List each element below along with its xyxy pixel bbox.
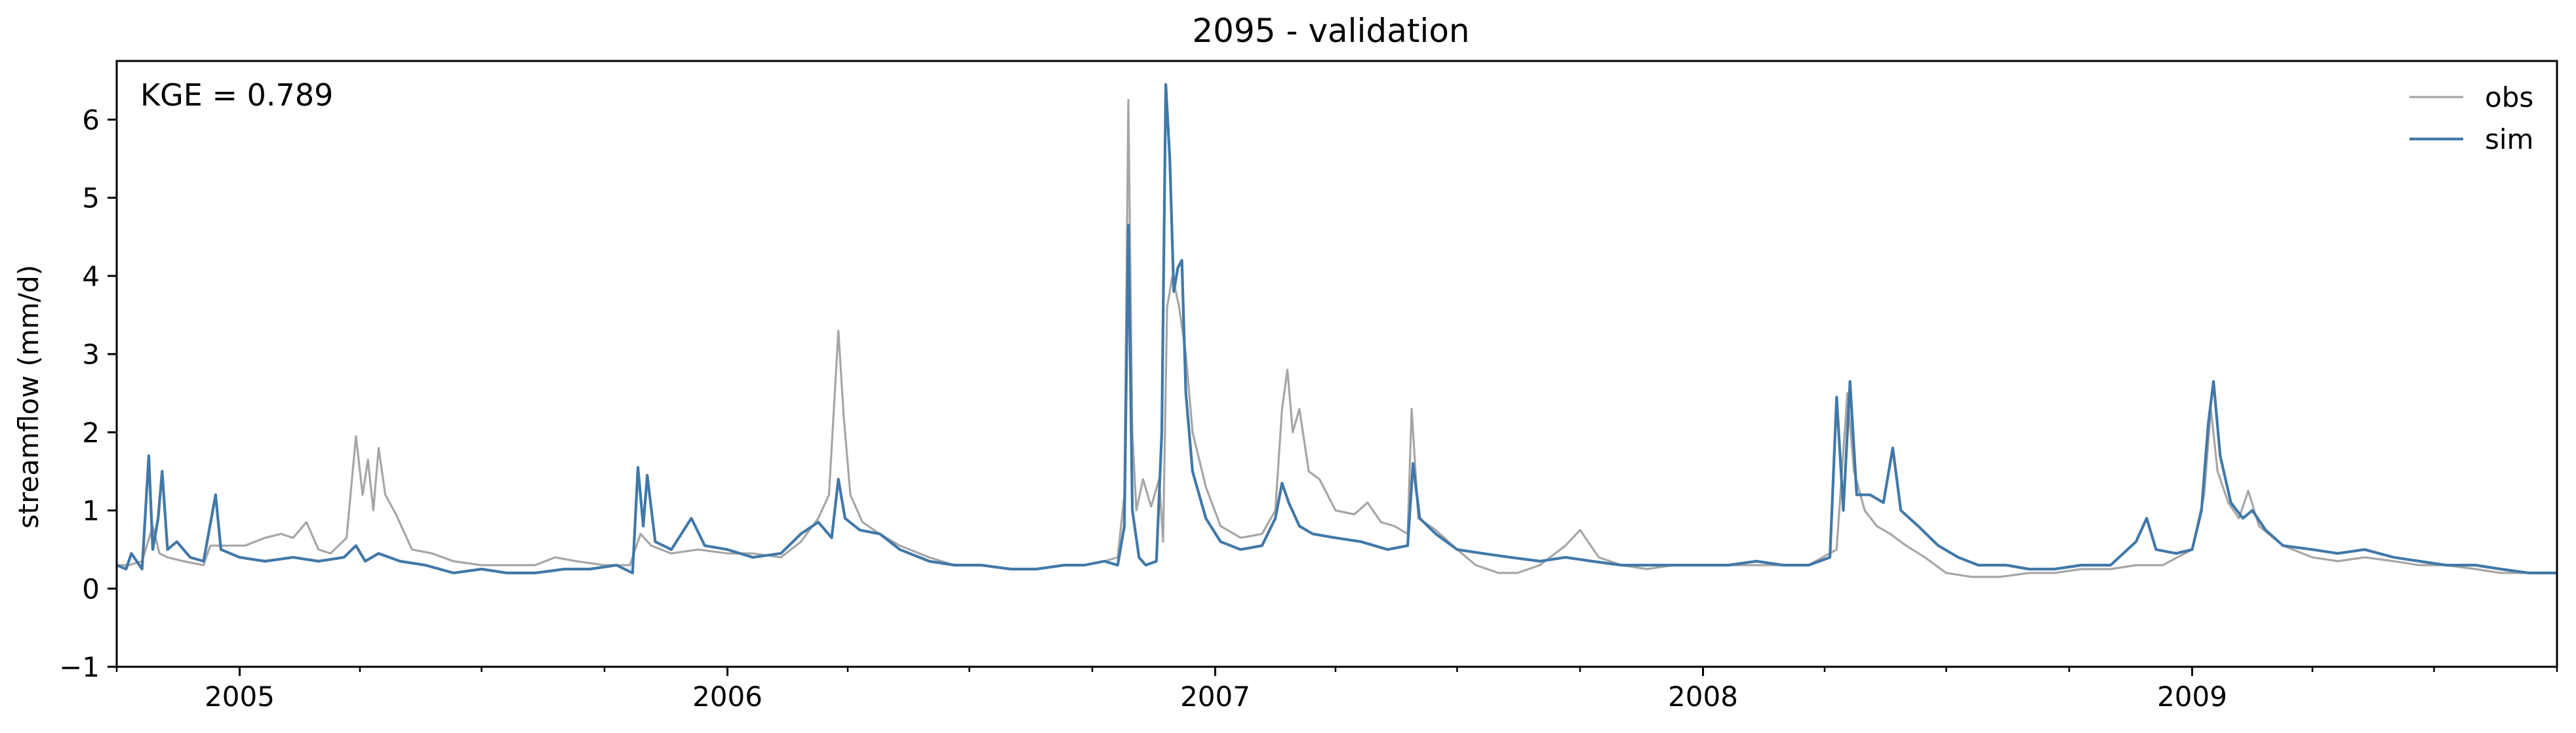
y-tick-label: 0 bbox=[82, 573, 100, 605]
y-tick-label: 5 bbox=[82, 182, 100, 214]
x-tick-label: 2008 bbox=[1668, 681, 1738, 713]
y-tick-label: 4 bbox=[82, 260, 100, 292]
plot-area bbox=[117, 83, 2557, 578]
legend-label-sim: sim bbox=[2485, 123, 2533, 155]
y-axis-label: streamflow (mm/d) bbox=[12, 265, 45, 528]
y-tick-label: −1 bbox=[59, 651, 100, 683]
y-tick-label: 6 bbox=[82, 104, 100, 136]
axes: −1 0 1 2 3 4 5 6 2005 2006 2007 2008 2009 bbox=[59, 60, 2558, 713]
y-tick-label: 3 bbox=[82, 338, 100, 370]
legend-label-obs: obs bbox=[2485, 81, 2533, 113]
chart-title: 2095 - validation bbox=[1192, 12, 1469, 50]
x-tick-label: 2007 bbox=[1180, 681, 1250, 713]
kge-annotation: KGE = 0.789 bbox=[140, 77, 333, 113]
series-line-sim bbox=[117, 83, 2557, 574]
series-line-obs bbox=[117, 99, 2557, 578]
axes-frame bbox=[115, 60, 2558, 668]
x-tick-label: 2009 bbox=[2157, 681, 2227, 713]
x-tick-label: 2005 bbox=[205, 681, 275, 713]
legend: obs sim bbox=[2409, 81, 2533, 155]
y-tick-label: 1 bbox=[82, 495, 100, 527]
y-tick-label: 2 bbox=[82, 416, 100, 448]
x-tick-label: 2006 bbox=[692, 681, 763, 713]
